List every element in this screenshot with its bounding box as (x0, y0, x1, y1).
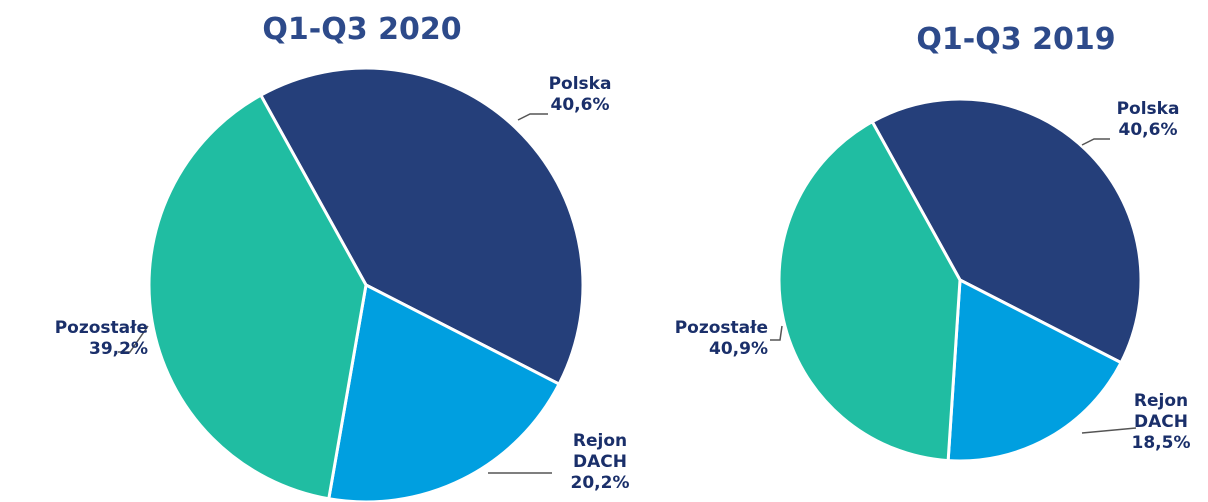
chart-title: Q1-Q3 2019 (916, 22, 1116, 57)
value-label: 40,9% (709, 339, 768, 359)
leader-line (1081, 427, 1137, 434)
value-label: 39,2% (89, 339, 148, 359)
slice-label: Polska 40,6% (1108, 99, 1188, 141)
leader-line (770, 325, 783, 341)
category-label: Pozostałe (54, 318, 148, 338)
pie-slice (870, 97, 1143, 365)
pie-slice (777, 119, 962, 463)
category-label: Rejon DACH (572, 431, 628, 472)
pie-slice (258, 66, 585, 387)
leader-line (517, 113, 548, 121)
slice-label: Pozostałe 40,9% (620, 318, 768, 360)
slice-label: Rejon DACH 20,2% (563, 431, 637, 494)
pie-slice (147, 93, 368, 501)
category-label: Polska (1116, 99, 1180, 119)
value-label: 40,6% (550, 95, 610, 115)
value-label: 20,2% (570, 473, 630, 493)
value-label: 40,6% (1118, 120, 1178, 140)
category-label: Pozostałe (674, 318, 768, 338)
slice-label: Rejon DACH 18,5% (1124, 391, 1198, 454)
category-label: Polska (548, 74, 612, 94)
leader-line (118, 325, 149, 353)
pie-slice (946, 277, 1124, 463)
slice-label: Polska 40,6% (540, 74, 620, 116)
category-label: Rejon DACH (1133, 391, 1189, 432)
leader-line (1081, 138, 1110, 146)
value-label: 18,5% (1131, 433, 1191, 453)
chart-title: Q1-Q3 2020 (262, 12, 462, 47)
slice-label: Pozostałe 39,2% (8, 318, 148, 360)
